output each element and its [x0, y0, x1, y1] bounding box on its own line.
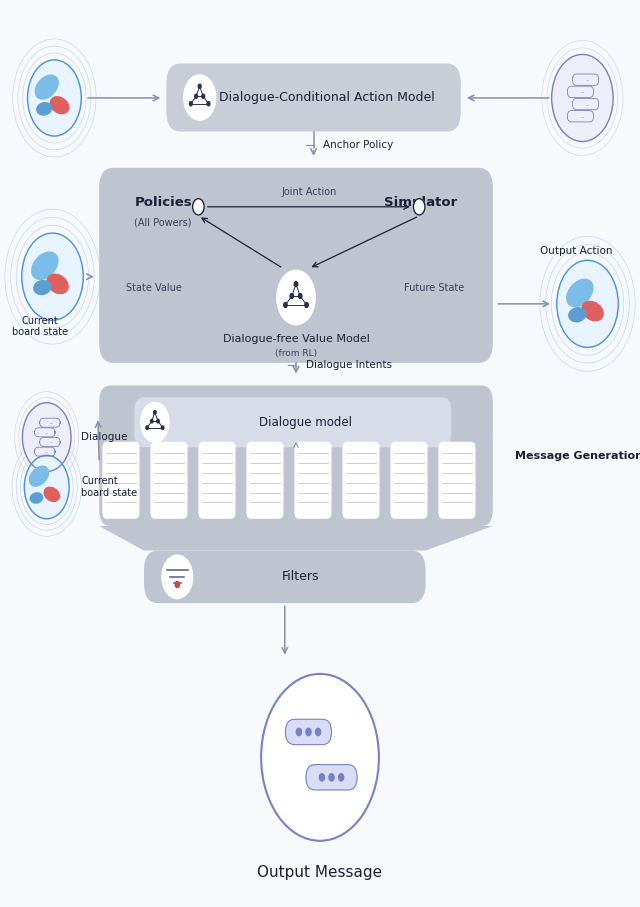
Ellipse shape	[44, 487, 60, 502]
Circle shape	[557, 260, 618, 347]
FancyBboxPatch shape	[99, 168, 493, 363]
Text: Output Message: Output Message	[257, 865, 383, 880]
Text: Message Generation: Message Generation	[515, 451, 640, 461]
Text: (All Powers): (All Powers)	[134, 217, 192, 228]
Circle shape	[175, 581, 179, 588]
Circle shape	[207, 102, 210, 106]
FancyBboxPatch shape	[166, 63, 461, 132]
Text: ...: ...	[50, 440, 54, 444]
FancyBboxPatch shape	[198, 442, 236, 519]
Text: Dialogue: Dialogue	[81, 432, 127, 443]
Text: Dialogue model: Dialogue model	[259, 415, 352, 429]
Circle shape	[316, 728, 321, 736]
Ellipse shape	[582, 301, 603, 321]
Circle shape	[193, 199, 204, 215]
Ellipse shape	[34, 280, 51, 295]
FancyBboxPatch shape	[150, 442, 188, 519]
Circle shape	[28, 60, 81, 136]
Text: Joint Action: Joint Action	[281, 187, 337, 198]
Text: Future State: Future State	[404, 283, 464, 294]
FancyBboxPatch shape	[438, 442, 476, 519]
Circle shape	[195, 94, 198, 98]
Circle shape	[329, 774, 334, 781]
Polygon shape	[99, 526, 493, 551]
Circle shape	[162, 555, 193, 599]
Circle shape	[184, 75, 216, 120]
FancyBboxPatch shape	[102, 442, 140, 519]
Circle shape	[552, 54, 613, 141]
Text: Policies: Policies	[134, 196, 192, 209]
Text: ...: ...	[586, 77, 591, 83]
Ellipse shape	[569, 307, 586, 322]
Ellipse shape	[29, 466, 49, 486]
Text: State Value: State Value	[125, 283, 182, 294]
Text: Output Action: Output Action	[540, 246, 612, 257]
Circle shape	[146, 426, 148, 430]
Text: Simulator: Simulator	[385, 196, 458, 209]
Text: ...: ...	[581, 90, 586, 94]
Circle shape	[305, 303, 308, 307]
Circle shape	[150, 419, 153, 423]
Circle shape	[22, 403, 71, 472]
Ellipse shape	[30, 493, 43, 503]
Circle shape	[298, 294, 302, 298]
FancyBboxPatch shape	[144, 551, 426, 603]
Circle shape	[22, 233, 83, 320]
Ellipse shape	[35, 75, 58, 99]
Circle shape	[277, 270, 315, 325]
FancyBboxPatch shape	[306, 765, 357, 790]
Ellipse shape	[567, 279, 593, 307]
Ellipse shape	[32, 252, 58, 279]
Circle shape	[141, 403, 169, 443]
FancyBboxPatch shape	[285, 719, 332, 745]
Circle shape	[161, 426, 164, 430]
FancyBboxPatch shape	[246, 442, 284, 519]
Circle shape	[290, 294, 294, 298]
Text: Dialogue Intents: Dialogue Intents	[306, 360, 392, 370]
Circle shape	[339, 774, 344, 781]
Text: ...: ...	[586, 102, 591, 106]
Circle shape	[202, 94, 205, 98]
Text: (from RL): (from RL)	[275, 349, 317, 358]
Circle shape	[413, 199, 425, 215]
Circle shape	[189, 102, 192, 106]
FancyBboxPatch shape	[390, 442, 428, 519]
Circle shape	[284, 303, 287, 307]
Circle shape	[294, 281, 298, 287]
Circle shape	[319, 774, 324, 781]
Text: ...: ...	[45, 430, 49, 434]
Text: ...: ...	[581, 113, 586, 119]
Ellipse shape	[51, 97, 68, 113]
Text: Dialogue-free Value Model: Dialogue-free Value Model	[223, 334, 369, 345]
Circle shape	[261, 674, 379, 841]
Circle shape	[306, 728, 311, 736]
Ellipse shape	[47, 274, 68, 294]
Text: Current
board state: Current board state	[12, 316, 68, 337]
FancyBboxPatch shape	[99, 385, 493, 526]
Circle shape	[24, 455, 69, 519]
Ellipse shape	[36, 102, 52, 115]
Text: Anchor Policy: Anchor Policy	[323, 140, 394, 151]
Text: ...: ...	[45, 449, 49, 454]
Circle shape	[296, 728, 301, 736]
Text: Current
board state: Current board state	[81, 476, 138, 498]
FancyBboxPatch shape	[134, 397, 451, 447]
Circle shape	[157, 419, 159, 423]
Text: ...: ...	[50, 420, 54, 425]
FancyBboxPatch shape	[294, 442, 332, 519]
Circle shape	[198, 84, 201, 88]
FancyBboxPatch shape	[342, 442, 380, 519]
Circle shape	[154, 411, 156, 414]
Text: Dialogue-Conditional Action Model: Dialogue-Conditional Action Model	[218, 91, 435, 104]
Text: Filters: Filters	[282, 571, 319, 583]
